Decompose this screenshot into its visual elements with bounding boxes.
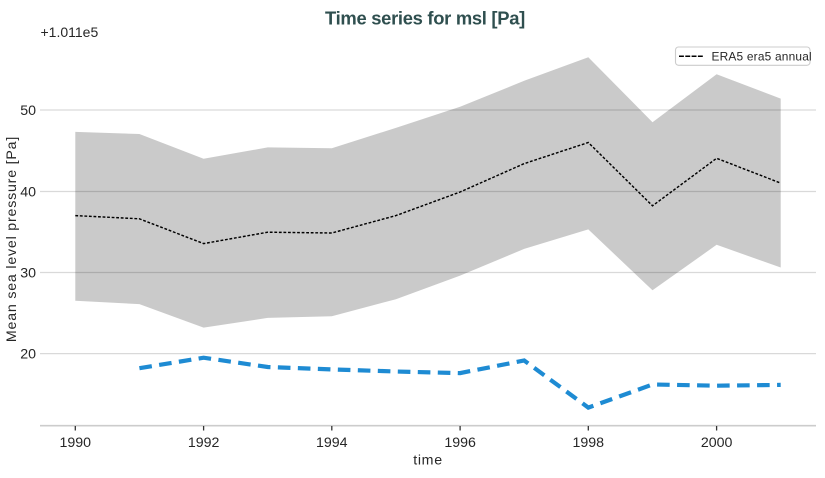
svg-text:time: time	[413, 453, 443, 469]
svg-text:ERA5 era5 annual: ERA5 era5 annual	[712, 49, 812, 63]
svg-text:1990: 1990	[60, 435, 92, 451]
svg-text:2000: 2000	[701, 435, 733, 451]
svg-text:1996: 1996	[444, 435, 476, 451]
svg-text:50: 50	[20, 103, 36, 119]
svg-text:30: 30	[20, 266, 36, 282]
svg-text:+1.011e5: +1.011e5	[41, 24, 99, 40]
svg-text:1992: 1992	[188, 435, 220, 451]
svg-text:40: 40	[20, 185, 36, 201]
svg-text:20: 20	[20, 347, 36, 363]
svg-text:1998: 1998	[573, 435, 605, 451]
svg-text:Time series for msl [Pa]: Time series for msl [Pa]	[325, 7, 525, 28]
svg-text:Mean sea level pressure [Pa]: Mean sea level pressure [Pa]	[4, 136, 20, 342]
svg-text:1994: 1994	[316, 435, 348, 451]
